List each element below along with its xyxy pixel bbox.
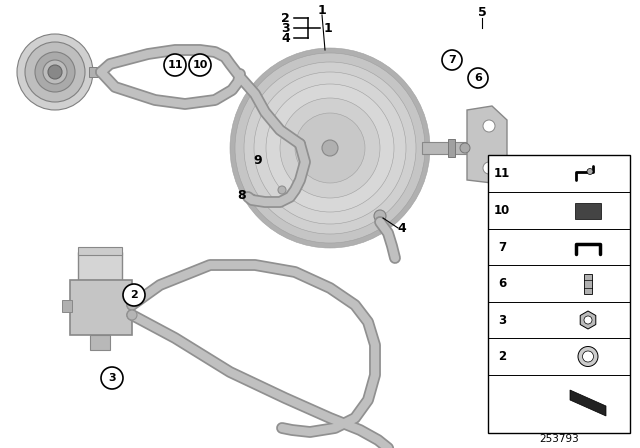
Bar (575, 202, 601, 219)
Circle shape (235, 53, 425, 243)
Circle shape (442, 50, 462, 70)
Circle shape (127, 300, 137, 310)
Polygon shape (570, 390, 606, 416)
Text: 7: 7 (448, 55, 456, 65)
Text: 4: 4 (397, 221, 406, 234)
Text: 10: 10 (192, 60, 208, 70)
Text: 9: 9 (253, 154, 262, 167)
Circle shape (25, 42, 85, 102)
Circle shape (468, 68, 488, 88)
Bar (62, 300, 72, 312)
Bar (488, 155, 630, 433)
Text: 3: 3 (282, 22, 290, 34)
Bar (78, 252, 122, 280)
Text: 3: 3 (498, 314, 506, 327)
Circle shape (587, 168, 593, 175)
Text: 6: 6 (474, 73, 482, 83)
Text: 4: 4 (281, 31, 290, 44)
Bar (89, 67, 101, 77)
Text: 2: 2 (130, 290, 138, 300)
Circle shape (127, 310, 137, 320)
Circle shape (48, 65, 62, 79)
Circle shape (244, 62, 416, 234)
Text: 5: 5 (477, 5, 486, 18)
Text: 11: 11 (167, 60, 183, 70)
Circle shape (123, 284, 145, 306)
Bar (70, 280, 132, 335)
Circle shape (280, 98, 380, 198)
Polygon shape (580, 311, 596, 329)
Circle shape (164, 54, 186, 76)
Circle shape (35, 52, 75, 92)
Text: 8: 8 (237, 189, 246, 202)
Bar (90, 335, 110, 350)
Text: 2: 2 (281, 12, 290, 25)
Circle shape (483, 162, 495, 174)
Text: 1: 1 (317, 4, 326, 17)
Circle shape (578, 346, 598, 366)
Text: 253793: 253793 (539, 434, 579, 444)
Circle shape (254, 72, 406, 224)
Circle shape (43, 60, 67, 84)
Circle shape (322, 140, 338, 156)
Circle shape (278, 186, 286, 194)
Text: 10: 10 (494, 204, 510, 217)
Bar (448, 139, 455, 157)
Circle shape (101, 367, 123, 389)
Text: 7: 7 (498, 241, 506, 254)
Bar (422, 142, 467, 154)
Text: 3: 3 (108, 373, 116, 383)
Text: 2: 2 (498, 350, 506, 363)
Circle shape (582, 351, 593, 362)
Circle shape (266, 84, 394, 212)
Bar (78, 247, 122, 255)
Circle shape (230, 48, 430, 248)
Text: 11: 11 (494, 167, 510, 180)
Circle shape (17, 34, 93, 110)
Text: 1: 1 (324, 22, 333, 34)
Circle shape (584, 316, 592, 324)
Circle shape (460, 143, 470, 153)
Circle shape (374, 210, 386, 222)
Circle shape (189, 54, 211, 76)
Circle shape (295, 113, 365, 183)
Polygon shape (467, 106, 507, 183)
Bar (584, 273, 592, 293)
Text: 6: 6 (498, 277, 506, 290)
Circle shape (483, 120, 495, 132)
